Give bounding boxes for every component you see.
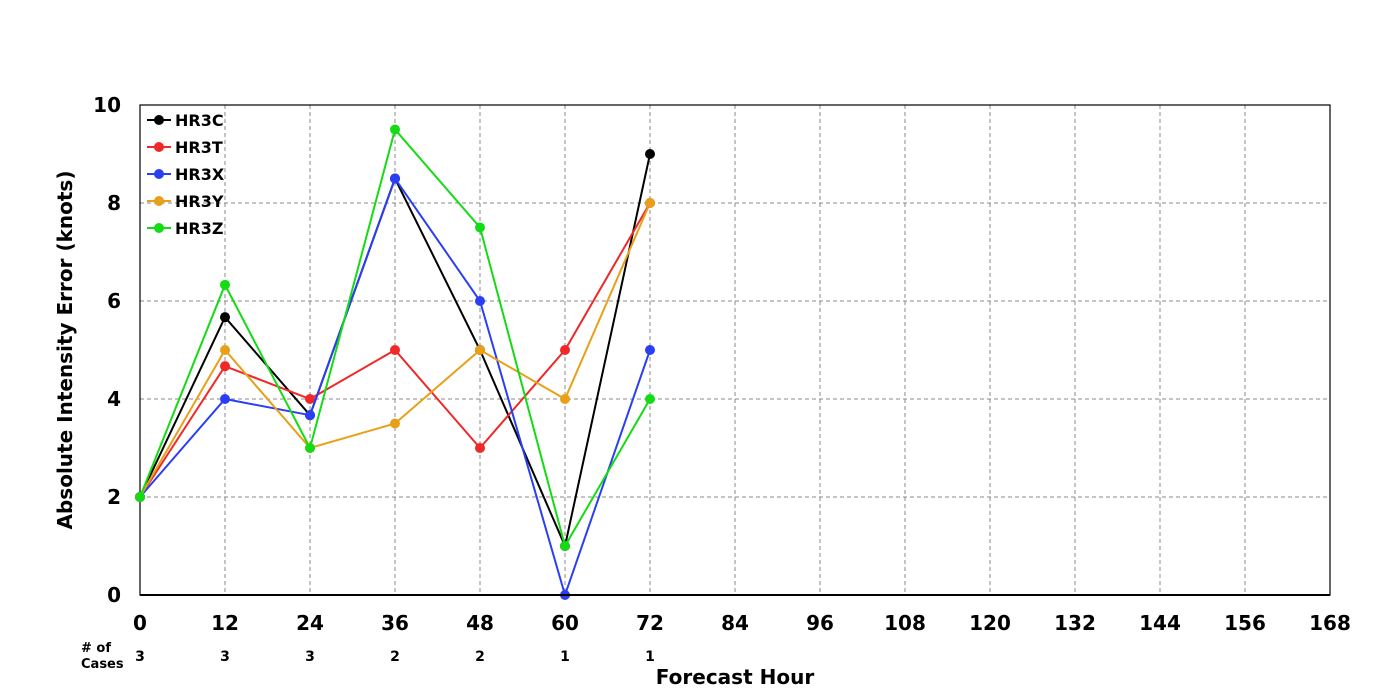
y-tick-label: 10 [93,93,121,117]
legend-marker [154,115,164,125]
x-tick-label: 96 [806,611,834,635]
data-point [220,279,230,290]
data-point [560,345,570,355]
y-axis-title: Absolute Intensity Error (knots) [53,171,77,530]
x-tick-label: 156 [1224,611,1266,635]
x-axis-title: Forecast Hour [656,665,815,689]
x-tick-label: 108 [884,611,926,635]
y-tick-label: 0 [107,583,121,607]
legend-marker [154,169,164,179]
data-point [135,492,145,502]
legend-label: HR3Z [175,219,223,238]
x-tick-label: 132 [1054,611,1096,635]
data-point [645,198,655,208]
legend-marker [154,196,164,206]
case-count: 2 [390,649,400,665]
legend-item-hr3x: HR3X [147,165,225,184]
x-tick-label: 72 [636,611,664,635]
data-point [645,149,655,159]
x-tick-label: 84 [721,611,749,635]
data-point [390,124,400,135]
data-point [305,394,315,404]
data-point [475,345,485,355]
data-point [475,222,485,233]
data-point [475,296,485,306]
y-tick-label: 2 [107,485,121,509]
legend-item-hr3c: HR3C [147,111,224,130]
cases-label: # of [81,641,111,656]
x-tick-label: 48 [466,611,494,635]
y-tick-label: 6 [107,289,121,313]
legend-label: HR3Y [175,192,224,211]
legend-item-hr3t: HR3T [147,138,223,157]
case-count: 3 [135,649,145,665]
case-count: 1 [560,649,570,665]
data-point [220,312,230,323]
legend-label: HR3C [175,111,224,130]
legend-item-hr3y: HR3Y [147,192,224,211]
x-tick-label: 12 [211,611,239,635]
data-point [305,443,315,453]
legend: HR3C HR3T HR3X HR3Y HR3Z [147,111,225,238]
x-tick-label: 36 [381,611,409,635]
data-point [560,394,570,404]
data-point [220,361,230,372]
case-count: 2 [475,649,485,665]
x-tick-label: 120 [969,611,1011,635]
x-tick-label: 168 [1309,611,1351,635]
case-count: 1 [645,649,655,665]
y-tick-label: 4 [107,387,121,411]
legend-label: HR3X [175,165,225,184]
series-hr3z [135,124,655,551]
legend-marker [154,142,164,152]
x-tick-label: 60 [551,611,579,635]
y-tick-label: 8 [107,191,121,215]
legend-item-hr3z: HR3Z [147,219,223,238]
data-point [220,345,230,355]
x-tick-label: 144 [1139,611,1181,635]
legend-marker [154,223,164,233]
data-point [560,541,570,551]
case-count: 3 [305,649,315,665]
data-point [390,418,400,429]
cases-label: Cases [81,657,124,672]
data-point [390,173,400,184]
data-point [475,443,485,453]
case-count: 3 [220,649,230,665]
data-point [390,345,400,355]
data-point [305,410,315,421]
x-tick-label: 0 [133,611,147,635]
grid-lines [140,105,1330,595]
data-point [220,394,230,404]
axis-ticks: 0 12 24 36 48 60 72 84 96 108 120 132 144 156 16802468… [93,93,1351,635]
x-tick-label: 24 [296,611,324,635]
data-point [645,394,655,404]
data-point [645,345,655,355]
legend-label: HR3T [175,138,223,157]
